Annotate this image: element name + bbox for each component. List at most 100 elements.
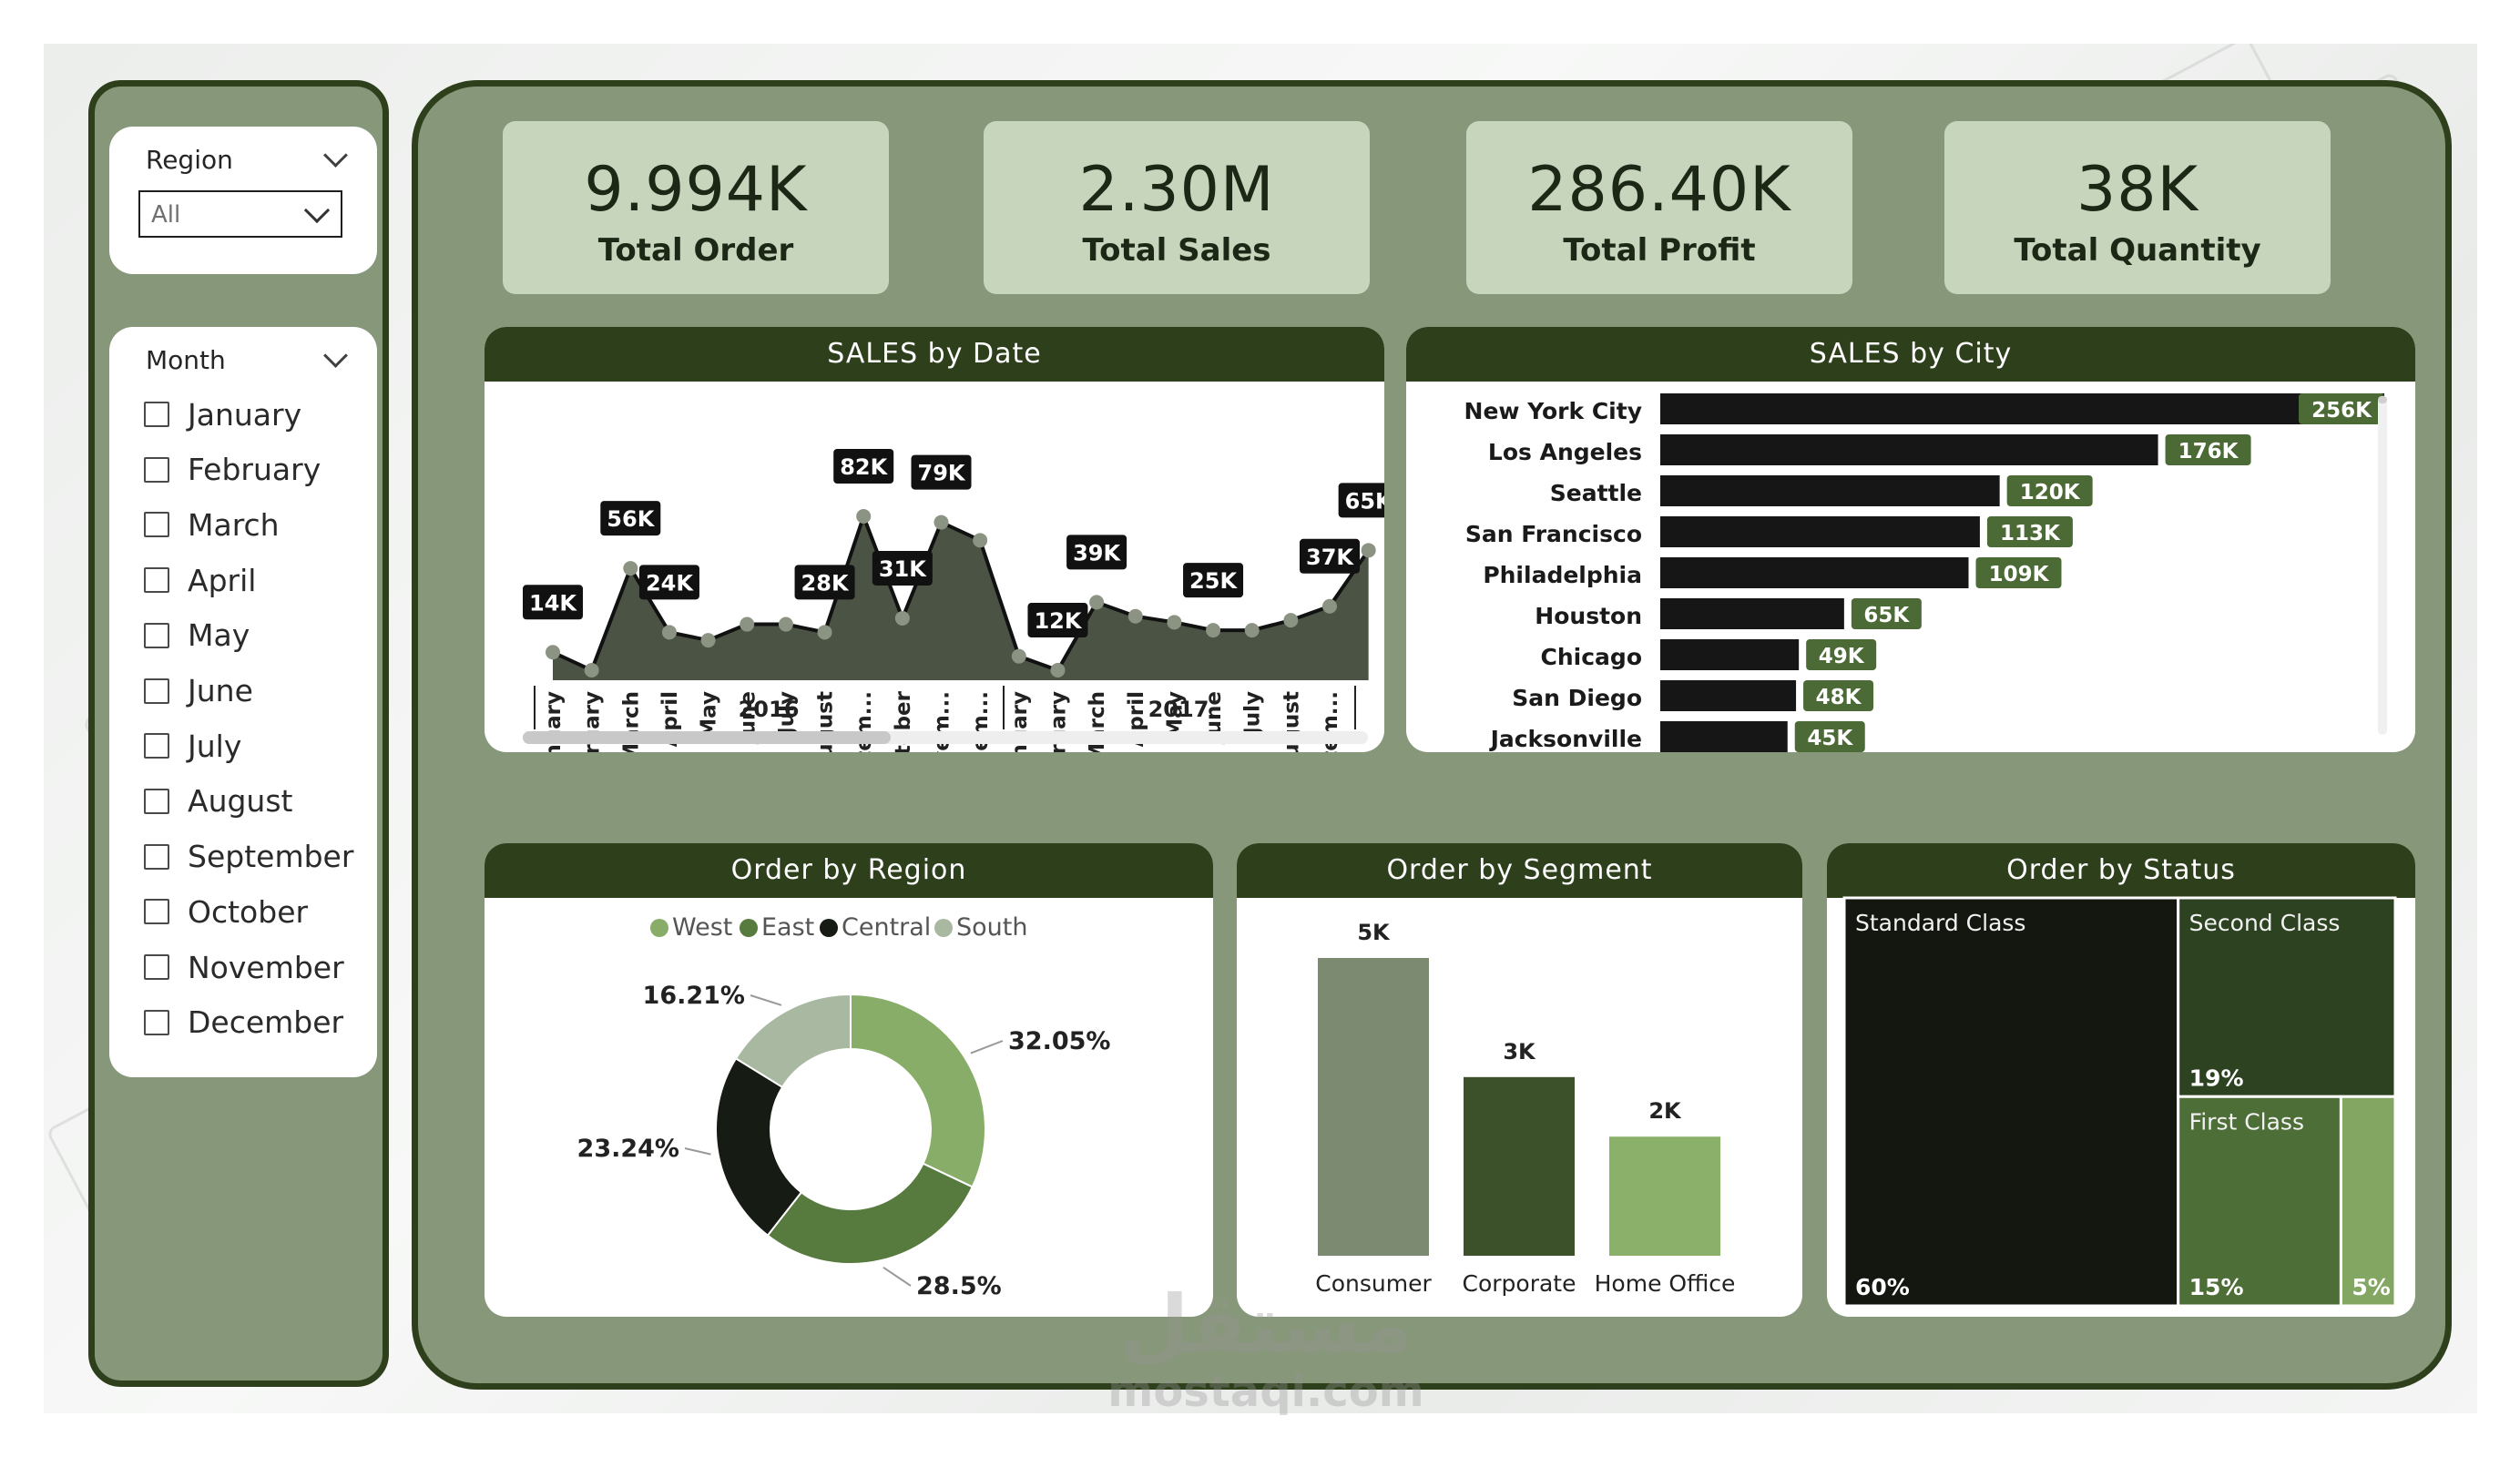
filter-sidebar: Region All Month January February March Apr… xyxy=(88,80,389,1387)
month-option-label: January xyxy=(188,396,302,433)
order-by-status-card: Order by Status Standard Class 60% Second … xyxy=(1827,843,2415,1317)
kpi-total-profit: 286.40K Total Profit xyxy=(1466,121,1852,294)
checkbox[interactable] xyxy=(144,512,169,538)
city-label: Jacksonville xyxy=(1489,726,1642,752)
city-bar xyxy=(1660,434,2158,465)
month-option-december[interactable]: December xyxy=(144,1004,343,1041)
data-label-bg xyxy=(523,585,583,620)
x-tick-label: July xyxy=(775,691,799,737)
watermark-logo: مستقل mostaql.com xyxy=(1102,1278,1430,1418)
checkbox[interactable] xyxy=(144,899,169,925)
checkbox[interactable] xyxy=(144,678,169,704)
checkbox[interactable] xyxy=(144,843,169,870)
month-option-label: December xyxy=(188,1004,344,1041)
kpi-label: Total Sales xyxy=(1082,232,1271,269)
month-slicer-title: Month xyxy=(146,345,226,375)
collapse-chevron-icon[interactable] xyxy=(323,143,348,168)
data-point xyxy=(740,616,755,632)
bar-value-label: 3K xyxy=(1503,1039,1536,1065)
bar-value-label-bg xyxy=(1975,557,2062,588)
checkbox[interactable] xyxy=(144,402,169,427)
data-label: 28K xyxy=(801,570,850,596)
category-label: Corporate xyxy=(1463,1270,1576,1297)
month-option-july[interactable]: July xyxy=(144,728,241,764)
kpi-label: Total Order xyxy=(597,232,794,269)
month-slicer: Month January February March April May June Ju… xyxy=(109,327,377,1077)
month-option-june[interactable]: June xyxy=(144,673,253,709)
city-label: Philadelphia xyxy=(1483,562,1642,588)
vertical-scrollbar-track[interactable] xyxy=(2378,396,2387,735)
order-by-segment-card: Order by Segment 5K Consumer 3K Corporate 2K… xyxy=(1237,843,1802,1317)
city-bar xyxy=(1660,516,1980,547)
data-label: 24K xyxy=(646,570,694,596)
city-label: New York City xyxy=(1464,398,1642,424)
watermark-arabic: مستقل xyxy=(1119,1278,1413,1371)
data-point xyxy=(778,616,793,632)
checkbox[interactable] xyxy=(144,1009,169,1035)
watermark-latin: mostaql.com xyxy=(1107,1366,1424,1417)
order-by-region-card: Order by Region West East Central South 32.0… xyxy=(485,843,1213,1317)
tile-name: Second Class xyxy=(2189,910,2341,936)
kpi-label: Total Profit xyxy=(1563,232,1756,269)
chevron-down-icon xyxy=(303,197,331,224)
tile-name: Standard Class xyxy=(1855,910,2025,936)
data-point xyxy=(1011,648,1026,664)
data-point xyxy=(1089,595,1105,610)
horizontal-scrollbar-track[interactable] xyxy=(523,731,1368,744)
month-option-march[interactable]: March xyxy=(144,506,280,543)
slice-value-label: 32.05% xyxy=(1008,1027,1110,1055)
legend-marker xyxy=(934,919,953,937)
month-option-april[interactable]: April xyxy=(144,562,256,598)
checkbox[interactable] xyxy=(144,456,169,483)
checkbox[interactable] xyxy=(144,954,169,980)
donut-slice xyxy=(766,1162,974,1265)
data-label: 65K xyxy=(1345,488,1384,514)
bar-value-label: 65K xyxy=(1863,604,1910,627)
month-option-label: April xyxy=(188,562,257,598)
data-label-bg xyxy=(1027,603,1088,638)
month-option-september[interactable]: September xyxy=(144,839,353,875)
city-bar xyxy=(1660,393,2384,424)
bar-value-label: 45K xyxy=(1807,727,1853,750)
month-option-august[interactable]: August xyxy=(144,783,292,820)
data-label-bg xyxy=(638,565,699,600)
order-by-segment-chart: 5K Consumer 3K Corporate 2K Home Office xyxy=(1315,920,1735,1297)
month-option-may[interactable]: May xyxy=(144,617,250,654)
bar-value-label: 120K xyxy=(2020,481,2081,504)
kpi-value: 2.30M xyxy=(1078,154,1275,226)
city-bar xyxy=(1660,680,1797,711)
kpi-total-quantity: 38K Total Quantity xyxy=(1944,121,2331,294)
month-option-october[interactable]: October xyxy=(144,893,308,930)
checkbox[interactable] xyxy=(144,788,169,814)
data-point xyxy=(661,625,677,640)
bar-value-label-bg xyxy=(1806,639,1877,670)
kpi-value: 38K xyxy=(2076,154,2199,226)
month-option-january[interactable]: January xyxy=(144,396,301,433)
tile-value-label: 15% xyxy=(2189,1274,2244,1300)
leader-line xyxy=(684,1147,711,1156)
collapse-chevron-icon[interactable] xyxy=(323,343,348,368)
slice-value-label: 16.21% xyxy=(643,982,745,1010)
data-label-bg xyxy=(600,501,661,536)
donut-slice xyxy=(850,993,986,1188)
checkbox[interactable] xyxy=(144,567,169,594)
order-by-region-chart: West East Central South 32.05% 28.5% 23.24% 16.… xyxy=(577,913,1111,1300)
slice-value-label: 28.5% xyxy=(916,1272,1002,1300)
segment-bar xyxy=(1609,1136,1720,1256)
bar-value-label: 5K xyxy=(1357,920,1391,945)
checkbox[interactable] xyxy=(144,622,169,648)
data-label: 12K xyxy=(1034,608,1082,634)
vertical-scrollbar-thumb[interactable] xyxy=(2378,396,2387,403)
kpi-label: Total Quantity xyxy=(2014,232,2261,269)
leader-line xyxy=(970,1040,1004,1055)
sales-area-fill xyxy=(553,516,1369,680)
month-option-february[interactable]: February xyxy=(144,452,321,488)
month-option-november[interactable]: November xyxy=(144,949,344,985)
data-label-bg xyxy=(1066,535,1127,570)
slice-value-label: 23.24% xyxy=(577,1135,679,1163)
checkbox[interactable] xyxy=(144,733,169,759)
horizontal-scrollbar-thumb[interactable] xyxy=(523,731,891,744)
region-dropdown[interactable]: All xyxy=(138,190,342,238)
treemap-tile xyxy=(2177,896,2397,1098)
kpi-value: 9.994K xyxy=(584,154,808,226)
